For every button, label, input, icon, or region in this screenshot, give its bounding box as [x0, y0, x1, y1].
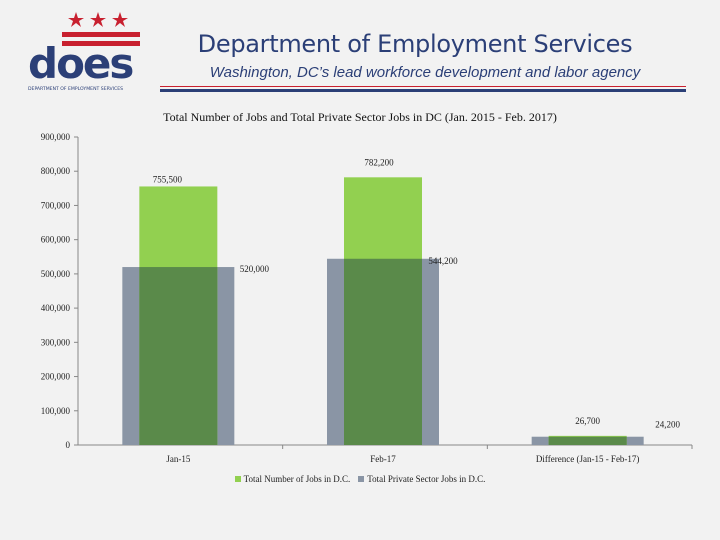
legend-label-private-jobs: Total Private Sector Jobs in D.C.: [367, 474, 486, 484]
data-label-total-jobs: 782,200: [364, 157, 394, 167]
x-category-label: Feb-17: [370, 454, 396, 464]
chart-title: Total Number of Jobs and Total Private S…: [163, 110, 557, 124]
data-label-private-jobs: 24,200: [655, 420, 680, 430]
legend-item-private-jobs: Total Private Sector Jobs in D.C.: [358, 474, 485, 484]
y-tick-label: 500,000: [41, 269, 71, 279]
page-subtitle: Washington, DC’s lead workforce developm…: [209, 64, 641, 81]
does-logo: does DEPARTMENT OF EMPLOYMENT SERVICES: [28, 12, 140, 92]
chart-labels: Jan-15 755,500 520,000 Feb-17 782,200 544,200…: [153, 157, 681, 464]
header-divider-red: [160, 86, 686, 87]
legend-label-total-jobs: Total Number of Jobs in D.C.: [243, 474, 351, 484]
bar-overlap: [344, 258, 422, 445]
y-tick-label: 200,000: [41, 372, 71, 382]
header-divider: [160, 89, 686, 92]
logo-wordmark: does: [28, 39, 133, 88]
y-tick-label: 800,000: [41, 166, 71, 176]
x-category-label: Jan-15: [166, 454, 190, 464]
y-tick-label: 900,000: [41, 132, 71, 142]
data-label-private-jobs: 544,200: [428, 256, 458, 266]
y-tick-label: 0: [66, 440, 71, 450]
y-tick-label: 400,000: [41, 303, 71, 313]
x-category-label: Difference (Jan-15 - Feb-17): [536, 454, 640, 464]
y-tick-label: 700,000: [41, 200, 71, 210]
data-label-private-jobs: 520,000: [240, 264, 270, 274]
y-tick-label: 600,000: [41, 235, 71, 245]
page-title: Department of Employment Services: [197, 30, 633, 58]
bar-chart: 0 100,000 200,000 300,000 400,000 500,000 600,…: [41, 132, 693, 464]
stars-icon: [68, 12, 128, 27]
data-label-total-jobs: 26,700: [575, 416, 600, 426]
legend-item-total-jobs: Total Number of Jobs in D.C.: [234, 474, 351, 484]
y-tick-label: 300,000: [41, 337, 71, 347]
legend-swatch-private-jobs: [358, 476, 365, 482]
data-label-total-jobs: 755,500: [153, 174, 183, 184]
logo-caption: DEPARTMENT OF EMPLOYMENT SERVICES: [28, 86, 123, 92]
chart-legend: Total Number of Jobs in D.C. Total Priva…: [0, 474, 720, 484]
y-tick-label: 100,000: [41, 406, 71, 416]
chart-bars: [122, 177, 644, 445]
bar-overlap: [548, 436, 627, 445]
bar-overlap: [139, 267, 218, 445]
legend-swatch-total-jobs: [234, 476, 241, 482]
